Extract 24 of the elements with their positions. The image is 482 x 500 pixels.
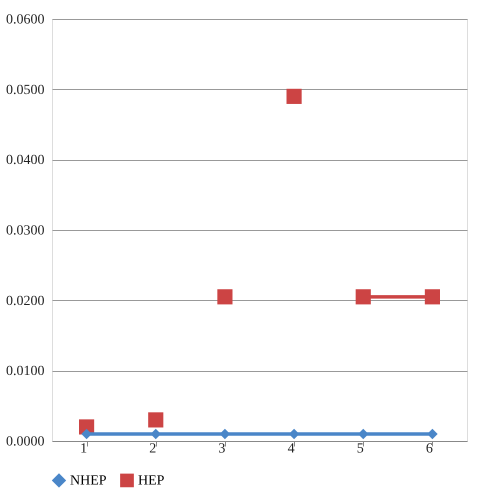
y-tick-label: 0.0600 <box>6 12 44 28</box>
point <box>81 428 92 440</box>
x-tick-label: 1 <box>80 442 88 456</box>
point <box>150 428 161 440</box>
legend-label: NHEP <box>70 473 107 488</box>
point <box>424 289 440 304</box>
point <box>148 412 164 428</box>
x-tick-label: 4 <box>288 442 295 456</box>
x-tick-label: 3 <box>218 442 226 456</box>
y-tick-label: 0.0000 <box>6 434 44 450</box>
y-tick-label: 0.0100 <box>6 364 44 380</box>
x-tick-label: 2 <box>149 442 156 456</box>
point <box>286 88 302 104</box>
point <box>427 428 438 440</box>
y-tick-label: 0.0300 <box>6 224 44 238</box>
point <box>217 289 232 304</box>
point <box>356 289 371 304</box>
legend-label: HEP <box>138 473 165 488</box>
y-tick-label: 0.0500 <box>6 82 44 98</box>
x-tick-label: 5 <box>356 442 364 456</box>
x-tick-label: 6 <box>426 442 433 456</box>
y-tick-label: 0.0200 <box>6 294 44 309</box>
y-tick-label: 0.0400 <box>6 153 44 168</box>
point <box>358 428 368 440</box>
